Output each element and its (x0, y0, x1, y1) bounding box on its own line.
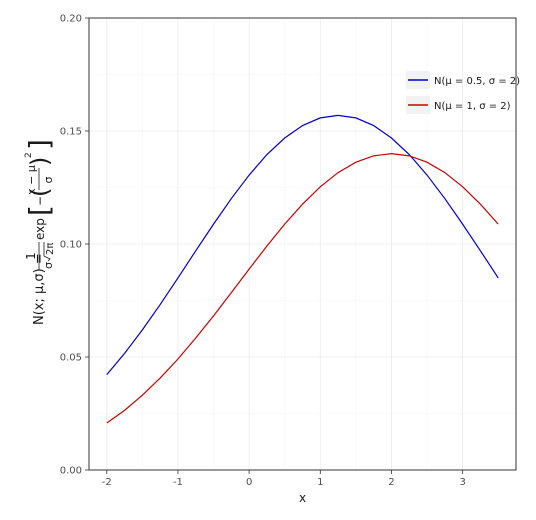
y-tick-label: 0.20 (60, 14, 82, 25)
y-tick-label: 0.05 (60, 353, 82, 364)
y-label-numerator: 1 (24, 252, 38, 260)
y-label-sigma: σ (42, 262, 55, 269)
y-tick-label: 0.15 (60, 127, 82, 138)
x-tick-label: 0 (246, 477, 252, 488)
series-line-1 (106, 152, 499, 424)
y-label-paren-open: ( (26, 188, 54, 197)
y-label-bracket-close: ] (23, 139, 56, 150)
series-lines (106, 114, 499, 424)
legend-label-1: N(μ = 1, σ = 2) (434, 101, 511, 112)
y-label-frac-numerator: x − μ (25, 165, 38, 195)
y-axis-title: N(x; μ,σ) = 1 σ 2π exp [ − ( x − μ σ ) 2… (23, 139, 56, 325)
x-tick-label: -1 (173, 477, 183, 488)
y-label-paren-close: ) (26, 157, 54, 166)
legend-label-0: N(μ = 0.5, σ = 2) (434, 76, 520, 87)
y-label-minus: − (33, 196, 47, 206)
x-axis-title: x (299, 491, 306, 505)
y-label-frac-denominator: σ (42, 176, 55, 183)
x-tick-label: 1 (317, 477, 323, 488)
legend: N(μ = 0.5, σ = 2) N(μ = 1, σ = 2) (406, 71, 520, 114)
y-label-lhs: N(x; μ,σ) = (32, 253, 47, 325)
x-tick-label: 2 (388, 477, 394, 488)
y-label-bracket-open: [ (23, 205, 56, 216)
y-label-sqrt-sign (43, 242, 51, 262)
x-tick-label: -2 (102, 477, 112, 488)
y-label-sqrt-content: 2π (45, 243, 56, 255)
x-tick-label: 3 (459, 477, 465, 488)
series-line-0 (106, 114, 499, 376)
y-tick-label: 0.10 (60, 240, 82, 251)
y-tick-label: 0.00 (60, 466, 82, 477)
y-label-exp: exp (33, 218, 47, 240)
axis-ticks: -2 -1 0 1 2 3 0.00 0.05 0.10 0.15 0.20 (60, 14, 466, 489)
y-label-power: 2 (24, 152, 34, 158)
